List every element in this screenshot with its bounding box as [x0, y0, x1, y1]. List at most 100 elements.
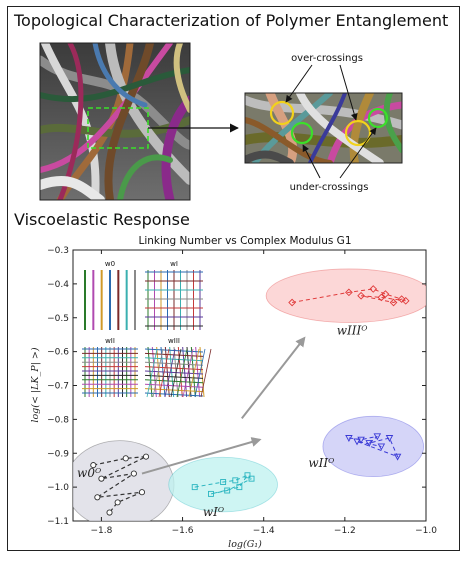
data-point	[142, 453, 150, 460]
data-point	[98, 475, 105, 482]
data-point	[130, 470, 137, 477]
figure-frame	[7, 6, 460, 551]
region-label: wIIIᴼ	[337, 324, 368, 338]
data-point	[138, 489, 146, 496]
inset-strand	[144, 370, 204, 375]
trend-arrow	[241, 336, 306, 420]
inset-strand	[199, 346, 205, 398]
data-point	[248, 475, 255, 482]
inset-w0: w0	[84, 260, 136, 330]
data-point	[232, 477, 239, 484]
data-point	[244, 472, 251, 479]
inset-label: wII	[105, 337, 115, 345]
y-tick-label: −0.8	[47, 415, 69, 425]
region-label: wIIᴼ	[308, 456, 335, 470]
data-point	[224, 487, 231, 494]
inset-strand	[164, 348, 176, 398]
trend-arrows	[141, 336, 306, 475]
data-point	[90, 462, 97, 469]
series-1	[191, 472, 255, 497]
data-point	[236, 484, 243, 491]
y-tick-label: −0.3	[47, 246, 69, 256]
y-tick-label: −1.0	[47, 483, 69, 493]
data-point	[114, 499, 121, 506]
data-point	[377, 293, 386, 302]
inset-label: wIII	[168, 337, 180, 345]
inset-strand	[194, 348, 206, 398]
region-label: w0ᴼ	[77, 466, 102, 480]
data-point	[357, 291, 365, 300]
y-tick-label: −0.6	[47, 348, 69, 358]
inset-strand	[188, 348, 200, 398]
inset-strand	[152, 348, 164, 398]
data-point	[373, 433, 382, 441]
y-tick-label: −0.9	[47, 449, 69, 459]
annotation-pointers	[285, 64, 377, 179]
series-2	[345, 433, 402, 461]
data-point	[369, 285, 378, 293]
y-tick-label: −1.1	[47, 517, 69, 527]
region-label: wIᴼ	[203, 505, 225, 519]
data-point	[381, 290, 390, 298]
data-point	[353, 438, 361, 446]
data-point	[208, 490, 214, 497]
data-point	[122, 455, 129, 462]
series-connector	[292, 288, 406, 304]
series-0	[90, 453, 150, 516]
data-point	[385, 435, 394, 442]
data-point	[389, 298, 398, 307]
under-crossing-marker	[367, 107, 389, 129]
under-crossings-label: under-crossings	[290, 182, 369, 193]
x-tick-label: −1.4	[253, 526, 275, 536]
y-axis-label: log(< |LK_P| >)	[30, 347, 41, 422]
inset-strand	[158, 348, 170, 398]
data-point	[365, 440, 373, 448]
x-tick-label: −1.8	[90, 526, 112, 536]
series-3	[288, 285, 410, 307]
data-point	[397, 295, 406, 303]
x-tick-label: −1.6	[172, 526, 194, 536]
inset-strand	[144, 366, 204, 371]
data-point	[345, 288, 353, 297]
data-point	[191, 484, 198, 491]
under-crossing-marker	[290, 121, 314, 145]
zoomed-crossings-image	[245, 93, 402, 163]
inset-strand	[144, 361, 204, 366]
series-connector	[348, 435, 399, 458]
x-tick-label: −1.2	[334, 526, 356, 536]
x-axis-label: log(G₁)	[228, 539, 262, 550]
inset-wIII: wIII	[144, 337, 212, 398]
inset-strand	[176, 348, 188, 398]
over-crossing-marker	[269, 100, 295, 126]
series-region	[322, 415, 424, 478]
data-point	[220, 479, 227, 485]
data-point	[288, 298, 296, 307]
inset-label: wI	[170, 260, 178, 268]
inset-wII: wII	[82, 337, 138, 397]
inset-strand	[144, 348, 204, 353]
data-point	[401, 296, 410, 305]
series-region	[265, 268, 426, 323]
lattice-insets: w0 wI wII wIII	[82, 260, 212, 398]
top-section-heading: Topological Characterization of Polymer …	[14, 11, 449, 30]
data-point	[345, 435, 353, 442]
inset-strand	[170, 348, 182, 398]
bottom-section-heading: Viscoelastic Response	[14, 210, 190, 229]
data-point	[393, 453, 402, 461]
over-crossings-label: over-crossings	[291, 53, 363, 64]
scatter-plot: w0 wI wII wIII w0ᴼ wIᴼ wIIᴼ wIIIᴼ −1.8 −1.6 −1.4…	[47, 246, 437, 536]
inset-label: w0	[105, 260, 115, 268]
series-region	[73, 440, 175, 521]
y-tick-label: −0.5	[47, 314, 69, 324]
y-tick-label: −0.7	[47, 382, 69, 392]
x-tick-label: −1.0	[415, 526, 437, 536]
inset-strand	[144, 392, 204, 397]
data-point	[106, 509, 113, 516]
data-point	[94, 494, 101, 501]
polymer-snapshot-image	[40, 43, 190, 200]
data-point	[377, 443, 386, 451]
inset-strand	[146, 348, 158, 398]
trend-arrow	[141, 437, 262, 475]
chart-title: Linking Number vs Complex Modulus G1	[138, 235, 351, 247]
